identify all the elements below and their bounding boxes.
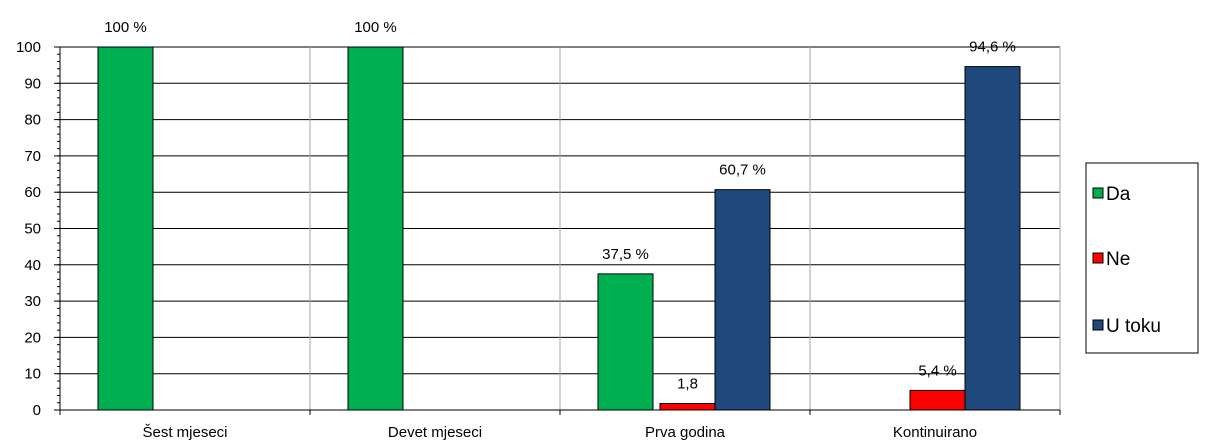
data-labels: 100 % 100 % 37,5 % 1,8 5,4 % 60,7 % 94,6 %	[104, 19, 1016, 392]
x-category-label: Prva godina	[645, 424, 726, 441]
y-tick-label: 90	[24, 75, 41, 92]
data-label: 94,6 %	[969, 39, 1016, 56]
y-tick-label: 70	[24, 148, 41, 165]
bar-da	[597, 273, 654, 411]
data-label: 5,4 %	[918, 362, 956, 379]
x-category-label: Šest mjeseci	[142, 424, 227, 441]
legend-label: U toku	[1106, 316, 1161, 337]
legend-swatch-ne	[1092, 252, 1104, 264]
legend-swatch-u-toku	[1092, 319, 1104, 331]
y-tick-label: 100	[16, 39, 41, 56]
bar-da	[97, 46, 154, 411]
data-label: 60,7 %	[719, 162, 766, 179]
bar-da	[347, 46, 404, 411]
data-label: 1,8	[677, 375, 698, 392]
bar-ne	[659, 402, 716, 411]
y-tick-label: 50	[24, 221, 41, 238]
legend-label: Da	[1106, 184, 1131, 205]
y-tick-label: 80	[24, 112, 41, 129]
x-category-label: Devet mjeseci	[388, 424, 482, 441]
legend-swatch-da	[1092, 187, 1104, 199]
x-category-label: Kontinuirano	[893, 424, 977, 441]
grid-lines	[60, 46, 1061, 410]
bar-u-toku	[964, 66, 1021, 411]
x-axis-labels: Šest mjeseci Devet mjeseci Prva godina Kont…	[142, 424, 977, 441]
bars	[97, 46, 1021, 411]
data-label: 100 %	[104, 19, 147, 36]
data-label: 100 %	[354, 19, 397, 36]
y-axis-ticks: 0 10 20 30 40 50 60 70 80 90 100	[16, 39, 60, 419]
y-tick-label: 30	[24, 293, 41, 310]
legend-box	[1085, 162, 1199, 354]
bar-u-toku	[714, 189, 771, 411]
data-label: 37,5 %	[602, 246, 649, 263]
y-tick-label: 40	[24, 257, 41, 274]
axes	[57, 46, 1061, 415]
legend: Da Ne U toku	[1085, 162, 1199, 354]
bar-ne	[909, 389, 966, 411]
y-tick-label: 10	[24, 366, 41, 383]
y-tick-label: 60	[24, 184, 41, 201]
y-tick-label: 0	[33, 402, 41, 419]
y-tick-label: 20	[24, 329, 41, 346]
legend-label: Ne	[1106, 249, 1130, 270]
